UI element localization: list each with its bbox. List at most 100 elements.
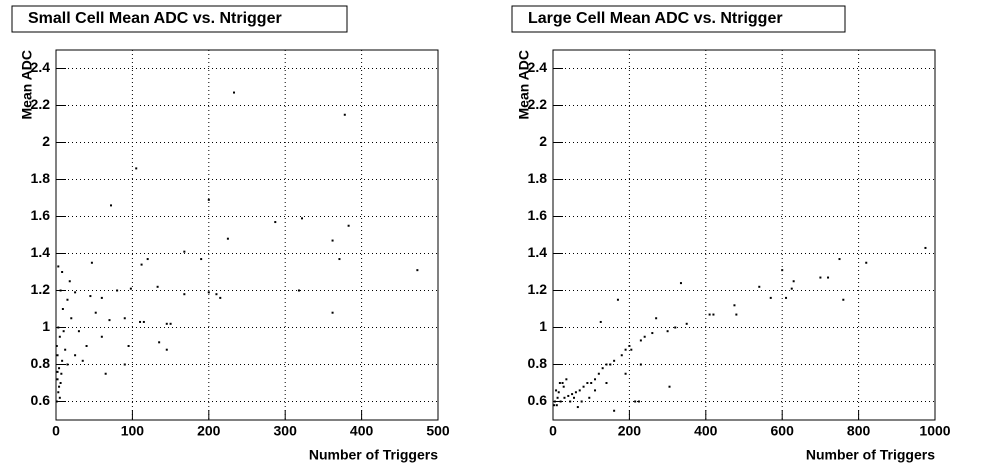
x-tick-label: 800 [847,423,871,439]
point [819,276,822,279]
point [924,246,927,249]
point [639,363,642,366]
chart-title: Small Cell Mean ADC vs. Ntrigger [28,10,282,27]
point [108,319,111,322]
chart-title: Large Cell Mean ADC vs. Ntrigger [528,10,783,27]
point [569,400,572,403]
point [297,289,300,292]
point [233,91,236,94]
point [57,391,60,394]
point [77,330,80,333]
point [573,396,576,399]
y-tick-label: 1.4 [31,244,51,260]
point [712,313,715,316]
y-tick-label: 1 [42,318,50,334]
point [58,385,61,388]
x-tick-label: 200 [618,423,642,439]
x-axis-title: Number of Triggers [806,447,935,463]
point [605,363,608,366]
point [580,400,583,403]
point [576,406,579,409]
point [733,304,736,307]
y-tick-label: 2.2 [31,96,51,112]
point [331,311,334,314]
point [563,396,566,399]
point [142,320,145,323]
point [58,396,61,399]
point [655,317,658,320]
title-box [11,5,348,33]
point [567,394,570,397]
point [599,320,602,323]
x-tick-label: 0 [549,423,557,439]
point [85,345,88,347]
point [146,258,149,261]
title-box [511,5,846,33]
y-tick-label: 1.8 [528,170,548,186]
point [674,326,677,329]
point [590,382,593,384]
point [104,372,107,375]
point [55,400,58,403]
point [758,285,761,288]
point [74,291,77,294]
x-tick-label: 500 [426,423,450,439]
point [158,341,161,344]
y-tick-label: 2 [42,133,50,149]
point [59,382,62,384]
point [66,363,69,366]
point [588,396,591,399]
point [634,400,637,403]
point [578,389,581,392]
x-tick-label: 400 [350,423,374,439]
y-tick-label: 0.8 [528,355,548,371]
point [60,372,63,375]
point [140,263,143,266]
point [574,391,577,394]
point [557,391,560,394]
point [68,280,71,283]
y-tick-label: 1.2 [528,281,548,297]
point [613,359,616,362]
point [274,221,277,224]
point [338,258,341,261]
point [135,167,138,170]
point [637,400,640,403]
y-tick-label: 1.6 [528,207,548,223]
y-tick-label: 2.4 [31,59,51,75]
point [58,335,61,338]
x-tick-label: 400 [694,423,718,439]
y-tick-label: 0.6 [528,392,548,408]
point [61,308,64,310]
x-tick-label: 300 [274,423,298,439]
point [56,370,59,373]
y-tick-label: 0.6 [31,392,51,408]
point [156,285,159,288]
point [605,382,608,384]
point [74,354,77,357]
point [666,330,669,333]
point [139,320,142,323]
point [781,269,784,272]
point [100,296,103,299]
point [838,258,841,261]
y-axis-title: Mean ADC [19,50,35,120]
point [56,354,59,357]
point [61,359,64,362]
point [331,239,334,242]
point [416,269,419,272]
point [624,348,627,351]
point [219,296,222,299]
point [215,293,218,296]
x-tick-label: 0 [52,423,60,439]
point [70,317,73,320]
point [630,348,633,351]
plot-frame [55,49,439,421]
point [343,113,346,116]
y-tick-label: 1.2 [31,281,51,297]
point [628,345,631,347]
x-axis-title: Number of Triggers [309,447,438,463]
point [58,367,61,370]
point [207,291,210,294]
